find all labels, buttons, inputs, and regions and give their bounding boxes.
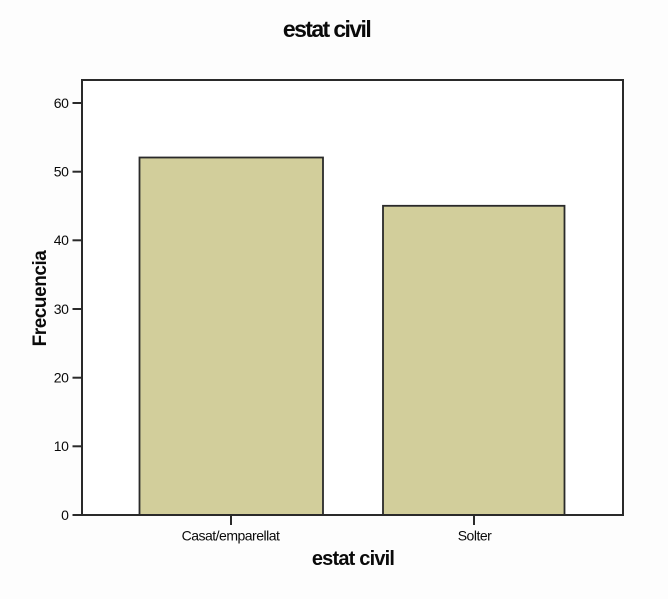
svg-text:Frecuencia: Frecuencia [30, 250, 51, 347]
svg-text:50: 50 [54, 164, 69, 180]
svg-text:Casat/emparellat: Casat/emparellat [182, 528, 280, 544]
svg-text:10: 10 [54, 438, 69, 454]
svg-text:estat civil: estat civil [312, 548, 395, 570]
svg-text:30: 30 [54, 301, 69, 317]
svg-text:estat civil: estat civil [283, 16, 370, 42]
svg-text:20: 20 [54, 370, 69, 386]
svg-text:0: 0 [61, 507, 69, 523]
svg-text:40: 40 [54, 232, 69, 248]
svg-text:60: 60 [54, 95, 69, 111]
svg-text:Solter: Solter [458, 528, 492, 544]
